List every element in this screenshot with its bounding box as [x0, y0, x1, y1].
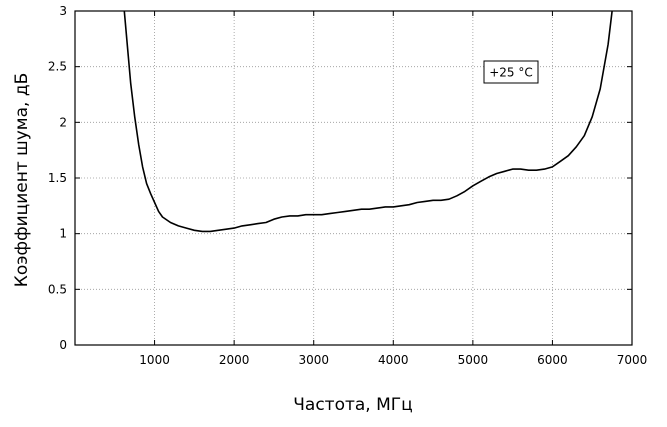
y-tick-label: 2: [59, 115, 67, 129]
y-tick-label: 3: [59, 4, 67, 18]
axis-tick-labels: 1000 2000 3000 4000 5000 6000 7000 0 0.5 1 1.5 2 2.5…: [48, 4, 647, 367]
y-tick-label: 0.5: [48, 282, 67, 296]
x-tick-label: 2000: [219, 353, 250, 367]
noise-figure-line: [123, 11, 613, 233]
y-tick-label: 1.5: [48, 171, 67, 185]
x-tick-label: 4000: [378, 353, 409, 367]
x-axis-title: Частота, МГц: [293, 395, 412, 415]
grid: [75, 11, 632, 345]
x-tick-label: 6000: [537, 353, 568, 367]
x-tick-label: 1000: [139, 353, 170, 367]
temperature-annotation: +25 °C: [483, 60, 539, 84]
x-tick-label: 7000: [617, 353, 648, 367]
annotation-label: +25 °C: [489, 66, 533, 80]
plot-frame: [74, 10, 633, 346]
x-tick-label: 5000: [458, 353, 489, 367]
y-axis-title: Коэффициент шума, дБ: [12, 73, 32, 288]
y-tick-label: 0: [59, 338, 67, 352]
y-tick-label: 2.5: [48, 60, 67, 74]
axis-ticks: [75, 10, 633, 346]
annotation-box: [483, 60, 539, 84]
y-tick-label: 1: [59, 227, 67, 241]
x-tick-label: 3000: [298, 353, 329, 367]
series-group: [123, 11, 613, 233]
